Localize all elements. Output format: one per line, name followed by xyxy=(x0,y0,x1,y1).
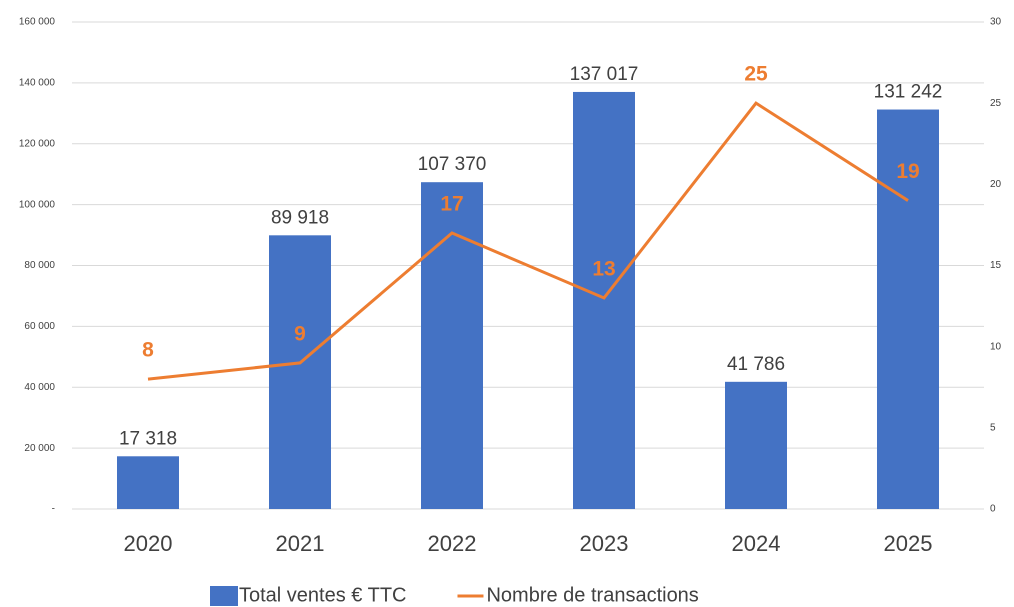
line-label: 9 xyxy=(294,322,306,345)
bar-label: 131 242 xyxy=(874,82,943,103)
y2-tick-label: 25 xyxy=(990,98,1002,109)
y-tick-label: 80 000 xyxy=(24,260,55,271)
bar-label: 89 918 xyxy=(271,207,329,228)
line xyxy=(147,101,909,381)
line-label: 13 xyxy=(592,258,615,281)
y-tick-label: - xyxy=(52,504,55,515)
y-tick-label: 40 000 xyxy=(24,382,55,393)
bar xyxy=(725,381,787,509)
line-label: 25 xyxy=(744,63,768,86)
bar xyxy=(269,235,331,510)
bar xyxy=(421,182,483,509)
y-tick-label: 140 000 xyxy=(19,78,56,89)
bar-label: 137 017 xyxy=(570,64,639,85)
y2-tick-label: 30 xyxy=(990,17,1002,28)
y-tick-label: 120 000 xyxy=(19,138,56,149)
y-tick-label: 160 000 xyxy=(19,17,56,28)
bar xyxy=(877,109,939,509)
y2-tick-label: 15 xyxy=(990,260,1002,271)
y2-tick-label: 20 xyxy=(990,179,1002,190)
legend-swatch xyxy=(210,586,238,606)
line-label: 19 xyxy=(896,160,919,183)
bar xyxy=(573,91,635,510)
y-tick-label: 60 000 xyxy=(24,321,55,332)
x-tick-label: 2025 xyxy=(884,531,933,556)
y2-tick-label: 5 xyxy=(990,422,996,433)
x-tick-label: 2023 xyxy=(580,531,629,556)
x-tick-label: 2022 xyxy=(428,531,477,556)
y2-tick-label: 0 xyxy=(990,504,996,515)
bar-label: 107 370 xyxy=(418,154,487,175)
bar xyxy=(117,456,179,509)
x-tick-label: 2024 xyxy=(732,531,781,556)
bar-label: 41 786 xyxy=(727,354,785,375)
y-tick-label: 20 000 xyxy=(24,443,55,454)
x-tick-label: 2021 xyxy=(276,531,325,556)
y-tick-label: 100 000 xyxy=(19,199,56,210)
legend-label: Nombre de transactions xyxy=(486,584,698,606)
line-label: 8 xyxy=(142,339,154,362)
bar-label: 17 318 xyxy=(119,428,177,449)
y2-tick-label: 10 xyxy=(990,341,1002,352)
line-label: 17 xyxy=(440,193,463,216)
legend-label: Total ventes € TTC xyxy=(239,584,406,606)
x-tick-label: 2020 xyxy=(124,531,173,556)
